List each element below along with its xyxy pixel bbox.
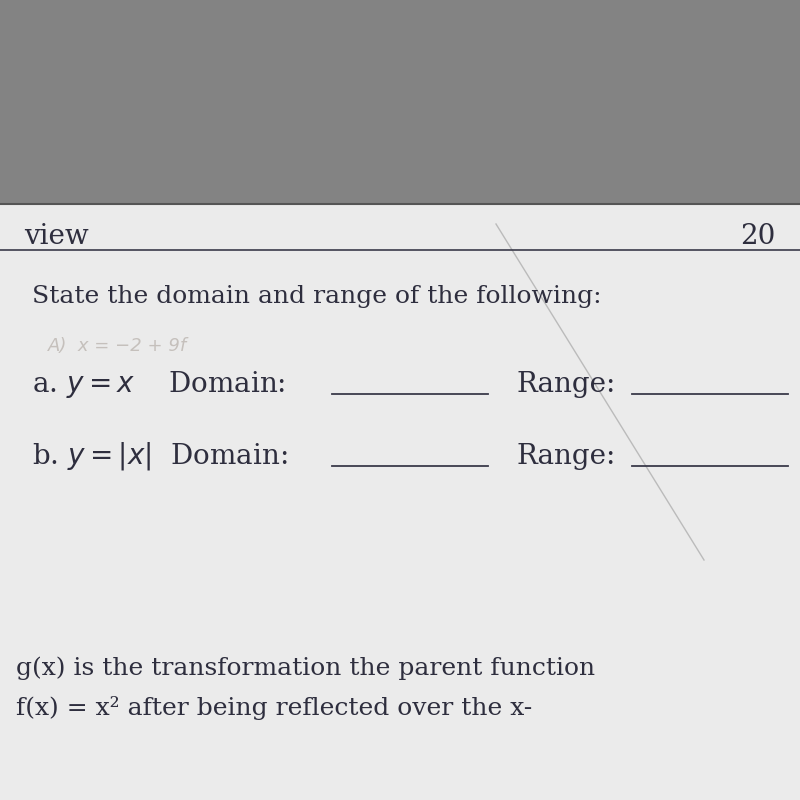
Text: view: view [24,222,89,250]
Text: Range:: Range: [516,442,615,470]
Bar [0,204,800,800]
Text: g(x) is the transformation the parent function: g(x) is the transformation the parent fu… [16,656,595,680]
Text: a. $y = x$    Domain:: a. $y = x$ Domain: [32,369,286,399]
Text: b. $y = |x|$  Domain:: b. $y = |x|$ Domain: [32,440,288,472]
Text: A)  x = −2 + 9f: A) x = −2 + 9f [48,337,187,354]
Text: 20: 20 [741,222,776,250]
Text: f(x) = x² after being reflected over the x-: f(x) = x² after being reflected over the… [16,696,532,720]
Text: State the domain and range of the following:: State the domain and range of the follow… [32,285,602,307]
Text: Range:: Range: [516,370,615,398]
